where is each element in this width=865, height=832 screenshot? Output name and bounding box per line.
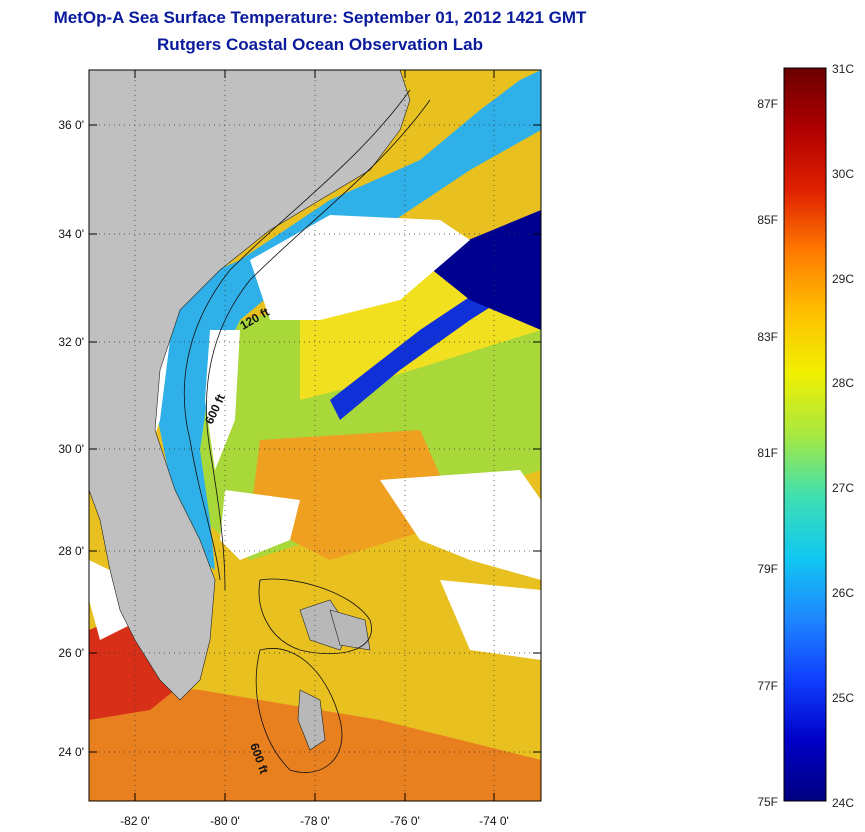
- colorbar-c-label: 24C: [832, 796, 854, 810]
- colorbar-c-label: 29C: [832, 272, 854, 286]
- contour-120ft: [183, 89, 411, 581]
- lon-label: -76 0': [390, 814, 420, 828]
- colorbar-f-label: 85F: [757, 213, 778, 227]
- map-plot-area: 120 ft 600 ft 600 ft: [89, 70, 541, 801]
- map-title: MetOp-A Sea Surface Temperature: Septemb…: [53, 8, 587, 27]
- graticule: [89, 70, 541, 801]
- colorbar-celsius-labels: 31C 30C 29C 28C 27C 26C 25C 24C: [832, 62, 854, 810]
- lat-label: 30 0': [58, 442, 84, 456]
- lat-label: 28 0': [58, 544, 84, 558]
- colorbar-c-label: 31C: [832, 62, 854, 76]
- colorbar-c-label: 27C: [832, 481, 854, 495]
- contour-bahama-bank-north: [258, 578, 372, 655]
- cloud-mask-6: [440, 580, 541, 660]
- lat-label: 36 0': [58, 118, 84, 132]
- cloud-mask-1: [250, 215, 470, 320]
- colorbar-c-label: 25C: [832, 691, 854, 705]
- colorbar-fahrenheit-labels: 87F 85F 83F 81F 79F 77F 75F: [757, 97, 778, 809]
- lon-label: -80 0': [210, 814, 240, 828]
- land-andros: [297, 689, 326, 751]
- colorbar-f-label: 77F: [757, 679, 778, 693]
- cloud-mask-4: [220, 490, 300, 560]
- lat-label: 26 0': [58, 646, 84, 660]
- contour-bahama-bank-south: [255, 648, 343, 773]
- colorbar-f-label: 87F: [757, 97, 778, 111]
- longitude-labels: -82 0' -80 0' -78 0' -76 0' -74 0': [120, 814, 509, 828]
- cloud-mask-2: [205, 330, 240, 470]
- colorbar-c-label: 26C: [832, 586, 854, 600]
- lat-label: 34 0': [58, 227, 84, 241]
- latitude-labels: 36 0' 34 0' 32 0' 30 0' 28 0' 26 0' 24 0…: [58, 118, 84, 759]
- map-subtitle: Rutgers Coastal Ocean Observation Lab: [157, 35, 483, 54]
- sst-region-florida-bay-red: [89, 615, 175, 720]
- colorbar-f-label: 75F: [757, 795, 778, 809]
- contour-600ft: [206, 99, 431, 591]
- lat-label: 32 0': [58, 335, 84, 349]
- sst-region-cold-offshore: [420, 210, 541, 330]
- lon-label: -78 0': [300, 814, 330, 828]
- map-ticks: [89, 70, 541, 801]
- colorbar-f-label: 83F: [757, 330, 778, 344]
- colorbar-f-label: 79F: [757, 562, 778, 576]
- lon-label: -82 0': [120, 814, 150, 828]
- lon-label: -74 0': [479, 814, 509, 828]
- colorbar-f-label: 81F: [757, 446, 778, 460]
- colorbar: [783, 67, 827, 802]
- sst-region-orange: [250, 430, 460, 560]
- land-abaco: [329, 609, 371, 651]
- cloud-mask-5: [380, 470, 541, 580]
- lat-label: 24 0': [58, 745, 84, 759]
- colorbar-c-label: 30C: [832, 167, 854, 181]
- colorbar-c-label: 28C: [832, 376, 854, 390]
